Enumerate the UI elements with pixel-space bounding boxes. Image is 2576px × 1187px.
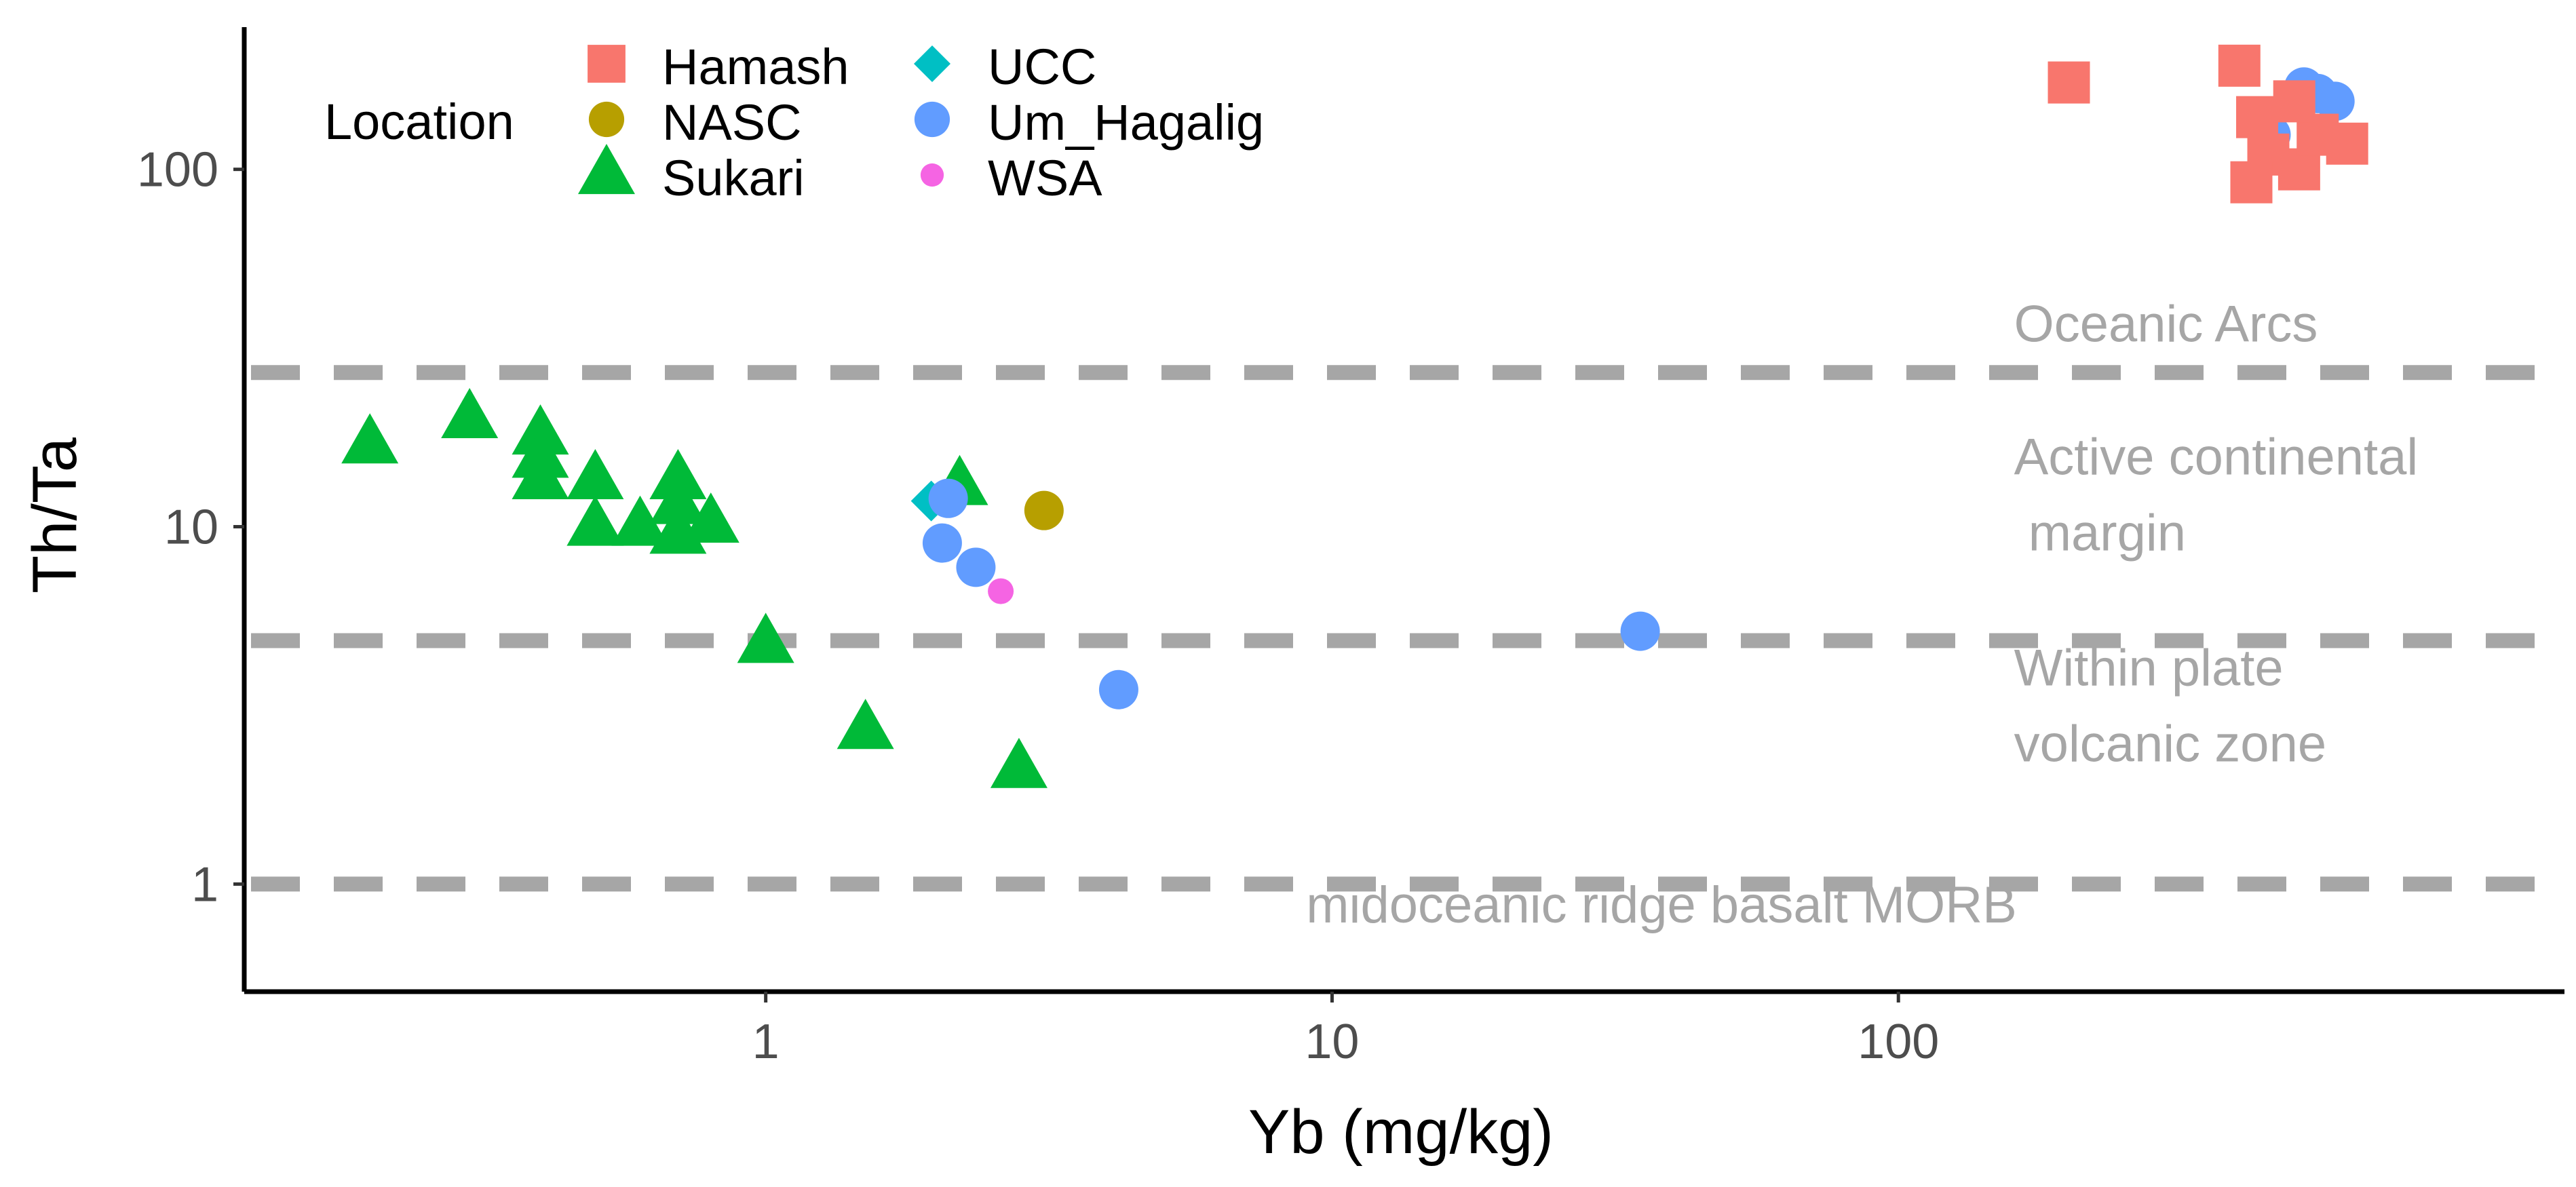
plot-area: Oceanic Arcs Active continental margin Wit… <box>137 27 2564 1069</box>
zone-label-line: margin <box>2014 505 2186 562</box>
zone-label-4: midoceanic ridge basalt MORB <box>1306 876 2017 934</box>
x-tick-label: 10 <box>1305 1015 1359 1069</box>
point-sukari <box>682 492 739 543</box>
legend-key-nasc <box>588 101 625 138</box>
legend-key-wsa <box>920 163 944 187</box>
legend-key-ucc <box>914 45 950 82</box>
zone-label-1: Oceanic Arcs <box>2014 295 2318 353</box>
zone-label-3: Within plate volcanic zone <box>2014 639 2327 773</box>
point-um-hagalig <box>1620 611 1660 651</box>
point-um-hagalig <box>2315 81 2355 121</box>
point-sukari <box>611 495 669 546</box>
point-sukari <box>341 413 399 464</box>
legend-item-sukari: Sukari <box>578 144 805 206</box>
legend-label-nasc: NASC <box>662 94 802 151</box>
point-sukari <box>649 473 707 524</box>
legend-item-nasc: NASC <box>588 94 802 151</box>
point-hamash <box>2273 80 2315 123</box>
point-um-hagalig <box>1098 669 1138 709</box>
point-sukari <box>990 737 1047 788</box>
legend-key-sukari <box>578 144 635 195</box>
zone-label-line: Within plate <box>2014 639 2284 697</box>
point-nasc <box>1024 490 1064 530</box>
point-sukari <box>566 448 624 499</box>
legend-label-wsa: WSA <box>988 150 1102 206</box>
legend-item-wsa: WSA <box>920 150 1102 206</box>
y-tick-label: 100 <box>137 143 218 197</box>
y-axis-title: Th/Ta <box>20 437 90 594</box>
point-sukari <box>566 495 624 546</box>
legend-label-sukari: Sukari <box>662 150 805 206</box>
legend-item-ucc: UCC <box>914 39 1096 95</box>
point-hamash <box>2326 122 2368 165</box>
zone-label-line: Oceanic Arcs <box>2014 295 2318 353</box>
point-sukari <box>837 699 894 750</box>
point-um-hagalig <box>956 547 996 587</box>
legend-title: Location <box>324 94 514 150</box>
x-tick-label: 1 <box>752 1015 780 1069</box>
x-tick-label: 100 <box>1858 1015 1939 1069</box>
point-sukari <box>512 448 569 499</box>
legend-item-hamash: Hamash <box>588 39 849 95</box>
zone-label-line: midoceanic ridge basalt MORB <box>1306 876 2017 934</box>
y-tick-label: 1 <box>191 857 218 912</box>
point-hamash <box>2218 44 2261 87</box>
point-um-hagalig <box>922 523 962 563</box>
zone-label-line: volcanic zone <box>2014 715 2327 773</box>
point-um-hagalig <box>928 478 968 518</box>
legend-item-um-hagalig: Um_Hagalig <box>914 94 1264 151</box>
zone-label-2: Active continental margin <box>2014 429 2419 562</box>
point-sukari <box>737 612 794 663</box>
zone-label-line: Active continental <box>2014 429 2419 486</box>
point-hamash <box>2230 161 2273 203</box>
legend-label-hamash: Hamash <box>662 39 849 95</box>
y-tick-label: 10 <box>164 501 218 555</box>
legend-key-hamash <box>588 45 626 83</box>
point-hamash <box>2236 96 2279 138</box>
x-axis-title: Yb (mg/kg) <box>1248 1097 1554 1167</box>
legend-label-um-hagalig: Um_Hagalig <box>988 94 1264 151</box>
point-wsa <box>988 578 1014 604</box>
point-hamash <box>2048 61 2090 104</box>
legend-key-um-hagalig <box>914 101 950 138</box>
point-sukari <box>441 388 499 439</box>
legend-label-ucc: UCC <box>988 39 1096 95</box>
